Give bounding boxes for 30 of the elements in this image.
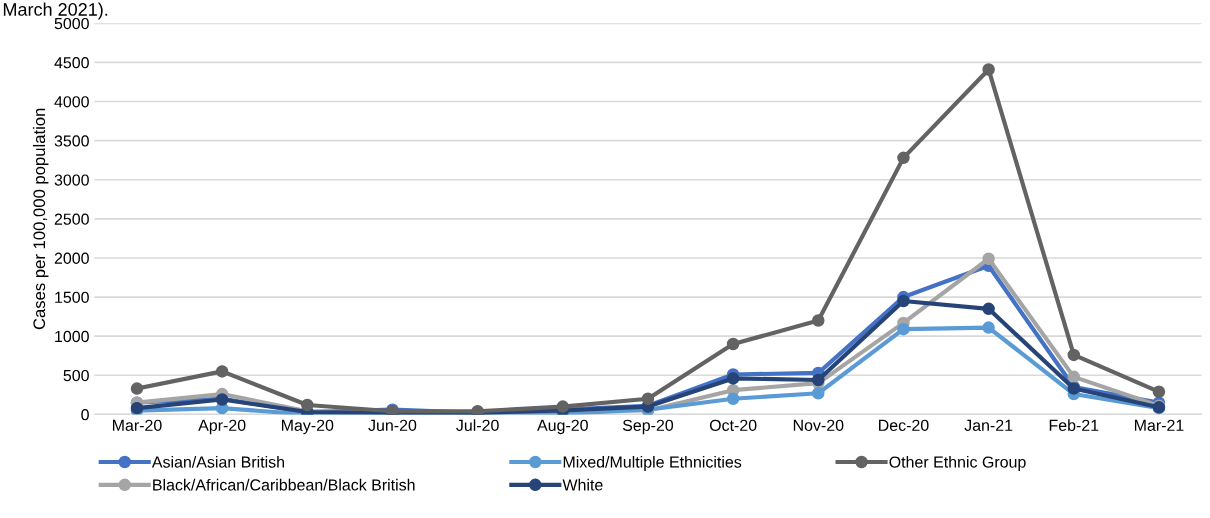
y-tick-label: 4500 xyxy=(54,57,89,69)
x-tick-label: Oct-20 xyxy=(709,419,757,431)
y-tick-label: 500 xyxy=(63,369,89,382)
y-tick-label: 3500 xyxy=(54,135,89,147)
legend-label: Asian/Asian British xyxy=(151,455,284,468)
x-tick-label: Apr-20 xyxy=(198,419,246,435)
x-tick-label: Jan-21 xyxy=(964,419,1013,431)
x-tick-label: Dec-20 xyxy=(879,419,929,431)
y-tick-label: 3000 xyxy=(54,174,89,186)
x-tick-label: Jul-20 xyxy=(456,419,499,431)
legend-label: White xyxy=(562,478,603,491)
x-tick-label: May-20 xyxy=(281,419,334,435)
legend-label: Black/African/Caribbean/Black British xyxy=(153,478,415,491)
y-tick-label: 2000 xyxy=(54,252,89,264)
y-axis-title: Cases per 100,000 population xyxy=(32,108,49,330)
x-tick-label: Jun-20 xyxy=(368,419,417,431)
x-tick-label: Sep-20 xyxy=(622,419,674,435)
y-tick-label: 4000 xyxy=(54,96,89,108)
y-tick-label: 5000 xyxy=(54,17,89,30)
y-tick-label: 2500 xyxy=(54,213,89,225)
x-tick-label: Aug-20 xyxy=(537,419,588,435)
y-tick-label: 0 xyxy=(81,409,89,421)
y-tick-label: 1000 xyxy=(55,330,89,343)
legend-label: Other Ethnic Group xyxy=(889,455,1026,471)
y-tick-label: 1500 xyxy=(55,291,89,304)
x-tick-label: Mar-20 xyxy=(112,419,162,431)
x-tick-label: Nov-20 xyxy=(793,419,844,431)
legend-label: Mixed/Multiple Ethnicities xyxy=(563,455,742,471)
x-tick-label: Feb-21 xyxy=(1049,419,1099,431)
x-tick-label: Mar-21 xyxy=(1134,419,1184,431)
